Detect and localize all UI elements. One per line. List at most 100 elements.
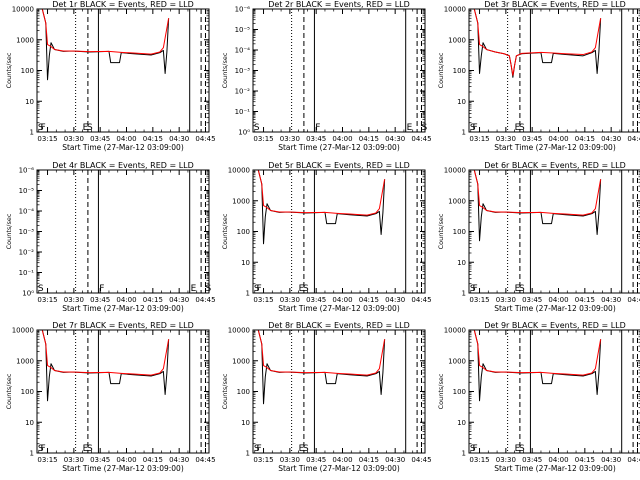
annotation-label: S: [254, 444, 260, 454]
x-tick-label: 04:45: [195, 135, 215, 143]
y-tick-label: 10⁻⁶: [235, 6, 251, 14]
x-tick-label: 04:45: [627, 135, 640, 143]
x-axis-label: Start Time (27-Mar-12 03:09:00): [494, 143, 616, 152]
plot-frame: [36, 8, 210, 133]
y-tick-label: 100: [453, 67, 466, 75]
y-tick-label: 10000: [12, 327, 34, 335]
x-tick-label: 04:30: [169, 296, 189, 304]
y-tick-label: 1: [246, 450, 250, 458]
x-tick-label: 04:00: [332, 456, 352, 464]
panel-title: Det 5r BLACK = Events, RED = LLD: [268, 161, 410, 170]
x-axis-label: Start Time (27-Mar-12 03:09:00): [494, 464, 616, 473]
x-tick-label: 03:30: [64, 296, 84, 304]
annotation-label: E: [299, 444, 305, 454]
plot-area: [257, 170, 422, 293]
x-tick-label: 04:30: [169, 135, 189, 143]
plot-frame: [252, 8, 426, 133]
panel-title: Det 2r BLACK = Events, RED = LLD: [268, 0, 410, 9]
x-tick-label: 03:30: [280, 135, 300, 143]
y-tick-label: 10000: [12, 6, 34, 14]
x-tick-label: 04:30: [385, 296, 405, 304]
x-tick-label: 04:15: [359, 456, 379, 464]
y-tick-label: 100: [453, 228, 466, 236]
y-tick-label: 10000: [444, 167, 466, 175]
y-axis-label: Counts/sec: [437, 373, 445, 409]
plot-frame: [468, 329, 640, 454]
x-tick-label: 04:15: [575, 135, 595, 143]
panel-title: Det 1r BLACK = Events, RED = LLD: [52, 0, 194, 9]
x-tick-label: 04:15: [575, 296, 595, 304]
annotation-label: S: [87, 444, 93, 454]
lld-line: [473, 330, 602, 376]
annotation-label: S: [470, 444, 476, 454]
plot-area: [257, 330, 422, 453]
y-axis-label: Counts/sec: [221, 213, 229, 249]
x-axis-label: Start Time (27-Mar-12 03:09:00): [62, 304, 184, 313]
x-tick-label: 04:45: [195, 296, 215, 304]
annotation-label: S: [519, 284, 525, 294]
y-axis-label: Counts/sec: [5, 213, 13, 249]
x-tick-label: 04:15: [143, 456, 163, 464]
annotation-label: F: [473, 123, 478, 133]
x-tick-label: 04:45: [411, 456, 431, 464]
y-tick-label: 10⁻¹: [235, 108, 251, 116]
y-tick-label: 10⁻⁵: [235, 26, 251, 34]
x-tick-label: 03:45: [306, 456, 326, 464]
x-tick-label: 03:15: [469, 456, 489, 464]
y-axis-label: Counts/sec: [437, 52, 445, 88]
y-tick-label: 10⁰: [238, 129, 250, 137]
x-tick-label: 03:30: [496, 296, 516, 304]
plot-area: [41, 330, 206, 453]
x-axis-label: Start Time (27-Mar-12 03:09:00): [278, 304, 400, 313]
annotation-label: F: [99, 284, 104, 294]
x-tick-label: 03:45: [306, 135, 326, 143]
events-line: [257, 170, 386, 245]
y-tick-label: 1: [462, 129, 466, 137]
y-axis-label: Counts/sec: [5, 52, 13, 88]
y-tick-label: 100: [21, 67, 34, 75]
annotation-label: E: [83, 123, 89, 133]
x-axis-label: Start Time (27-Mar-12 03:09:00): [278, 143, 400, 152]
annotation-label: E: [83, 444, 89, 454]
annotation-label: F: [473, 444, 478, 454]
x-tick-label: 04:00: [116, 456, 136, 464]
annotation-label: E: [191, 284, 197, 294]
y-tick-label: 10⁻⁵: [19, 187, 35, 195]
y-tick-label: 10⁻³: [19, 228, 35, 236]
x-tick-label: 03:45: [90, 296, 110, 304]
x-tick-label: 03:30: [64, 135, 84, 143]
y-tick-label: 100: [21, 388, 34, 396]
y-tick-label: 10: [457, 98, 466, 106]
lld-line: [257, 170, 386, 216]
plot-area: [41, 9, 206, 132]
annotation-label: E: [515, 123, 521, 133]
y-tick-label: 10000: [228, 327, 250, 335]
plot-area: [473, 9, 638, 132]
annotation-label: S: [303, 444, 309, 454]
lld-line: [257, 330, 386, 376]
y-tick-label: 1000: [16, 357, 34, 365]
x-tick-label: 04:15: [359, 296, 379, 304]
annotation-label: S: [205, 284, 211, 294]
events-line: [41, 9, 170, 81]
y-tick-label: 10: [241, 419, 250, 427]
y-tick-label: 100: [237, 388, 250, 396]
panel-title: Det 4r BLACK = Events, RED = LLD: [52, 161, 194, 170]
y-tick-label: 1000: [448, 357, 466, 365]
x-tick-label: 04:45: [411, 135, 431, 143]
x-tick-label: 03:30: [64, 456, 84, 464]
x-tick-label: 04:30: [385, 135, 405, 143]
y-tick-label: 1: [462, 450, 466, 458]
panel-title: Det 3r BLACK = Events, RED = LLD: [484, 0, 626, 9]
x-tick-label: 03:15: [37, 296, 57, 304]
annotation-label: S: [519, 123, 525, 133]
x-tick-label: 04:30: [385, 456, 405, 464]
x-tick-label: 03:15: [37, 456, 57, 464]
annotation-label: E: [299, 284, 305, 294]
plot-area: [75, 170, 206, 293]
x-axis-label: Start Time (27-Mar-12 03:09:00): [278, 464, 400, 473]
y-tick-label: 10⁰: [22, 290, 34, 298]
